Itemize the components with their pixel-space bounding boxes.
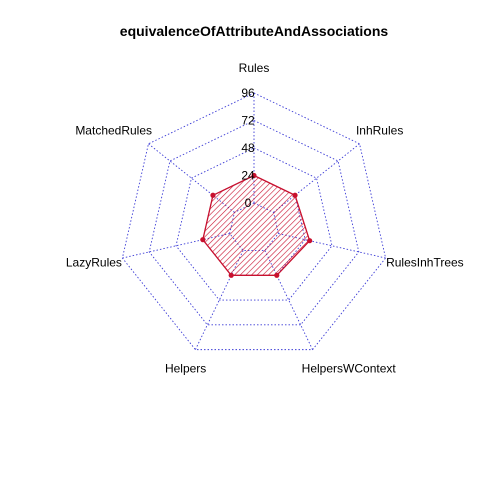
tick-label: 24: [241, 169, 255, 183]
tick-label: 96: [241, 86, 255, 100]
axis-label: HelpersWContext: [302, 362, 397, 376]
axis-label: MatchedRules: [75, 124, 152, 138]
series-layer: [200, 172, 313, 278]
tick-label: 0: [245, 196, 252, 210]
tick-labels: 0 24 48 72 96: [241, 86, 255, 210]
axis-labels: Rules InhRules RulesInhTrees HelpersWContex…: [66, 61, 464, 376]
data-point: [292, 192, 298, 198]
grid-ring: [148, 120, 360, 326]
data-point: [228, 272, 234, 278]
data-point: [200, 237, 206, 243]
chart-title: equivalenceOfAttributeAndAssociations: [120, 23, 389, 39]
axis-label: Helpers: [165, 362, 206, 376]
series-area: [202, 174, 311, 276]
data-point: [210, 192, 216, 198]
axis-label: InhRules: [356, 124, 403, 138]
tick-label: 48: [241, 141, 255, 155]
axis-label: Rules: [239, 61, 270, 75]
data-point: [251, 172, 257, 179]
axis-label: LazyRules: [66, 256, 122, 270]
data-point: [307, 238, 313, 244]
tick-label: 72: [241, 114, 255, 128]
grid-ring: [175, 147, 333, 301]
axis-label: RulesInhTrees: [386, 256, 464, 270]
grid-ring: [121, 92, 387, 351]
data-point: [274, 272, 280, 278]
